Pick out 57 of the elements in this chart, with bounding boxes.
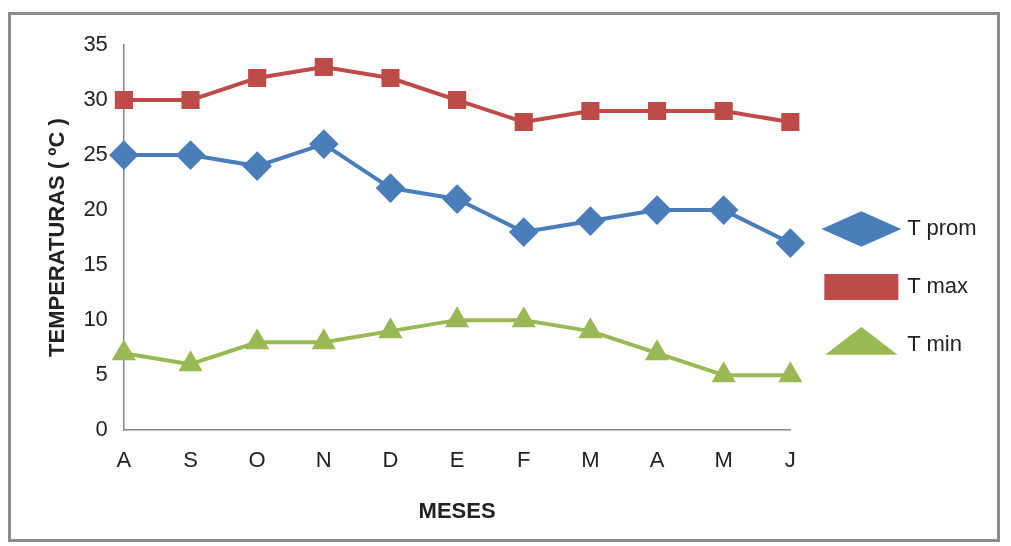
- point: [243, 152, 272, 181]
- point: [248, 68, 267, 88]
- point: [647, 101, 667, 121]
- point: [376, 174, 405, 203]
- legend-label: T min: [907, 331, 962, 357]
- point: [581, 101, 600, 121]
- y-tick-label: 0: [95, 416, 108, 442]
- point: [776, 229, 805, 258]
- point: [646, 341, 668, 361]
- point: [314, 57, 333, 77]
- x-tick-label: O: [248, 447, 266, 473]
- x-tick-label: J: [784, 447, 796, 473]
- x-tick-label: S: [183, 447, 198, 473]
- y-tick-label: 35: [83, 31, 108, 57]
- x-tick-label: E: [449, 447, 465, 473]
- point: [109, 141, 138, 170]
- point: [443, 185, 472, 214]
- point: [714, 101, 733, 121]
- point: [114, 90, 133, 110]
- y-tick-label: 15: [83, 251, 108, 277]
- point: [713, 363, 735, 383]
- point: [446, 308, 468, 328]
- point: [579, 319, 602, 339]
- point: [781, 112, 800, 132]
- point: [779, 363, 801, 383]
- y-axis-title: TEMPERATURAS ( ºC ): [44, 118, 70, 357]
- point: [576, 207, 605, 236]
- y-tick-label: 10: [83, 306, 108, 332]
- x-tick-label: M: [714, 447, 733, 473]
- point: [179, 352, 202, 372]
- y-tick-label: 25: [83, 141, 108, 167]
- point: [176, 141, 205, 170]
- point: [381, 68, 400, 88]
- point: [448, 90, 467, 110]
- x-tick-label: F: [517, 447, 531, 473]
- legend-label: T max: [907, 273, 969, 299]
- x-axis-title: MESES: [418, 497, 496, 523]
- point: [113, 341, 135, 361]
- point: [509, 218, 538, 247]
- point: [643, 196, 672, 225]
- x-tick-label: N: [315, 447, 332, 473]
- point: [513, 308, 535, 328]
- y-tick-label: 30: [83, 86, 108, 112]
- x-tick-label: A: [116, 447, 132, 473]
- point: [379, 319, 402, 339]
- y-tick-label: 20: [83, 196, 108, 222]
- y-tick-label: 5: [95, 361, 108, 387]
- x-tick-label: A: [649, 447, 665, 473]
- point: [709, 196, 738, 225]
- point: [514, 112, 533, 132]
- point: [181, 90, 200, 110]
- x-tick-label: D: [382, 447, 399, 473]
- x-tick-label: M: [581, 447, 600, 473]
- point: [309, 130, 338, 159]
- legend-label: T prom: [907, 215, 977, 241]
- point: [313, 330, 335, 350]
- point: [246, 330, 268, 350]
